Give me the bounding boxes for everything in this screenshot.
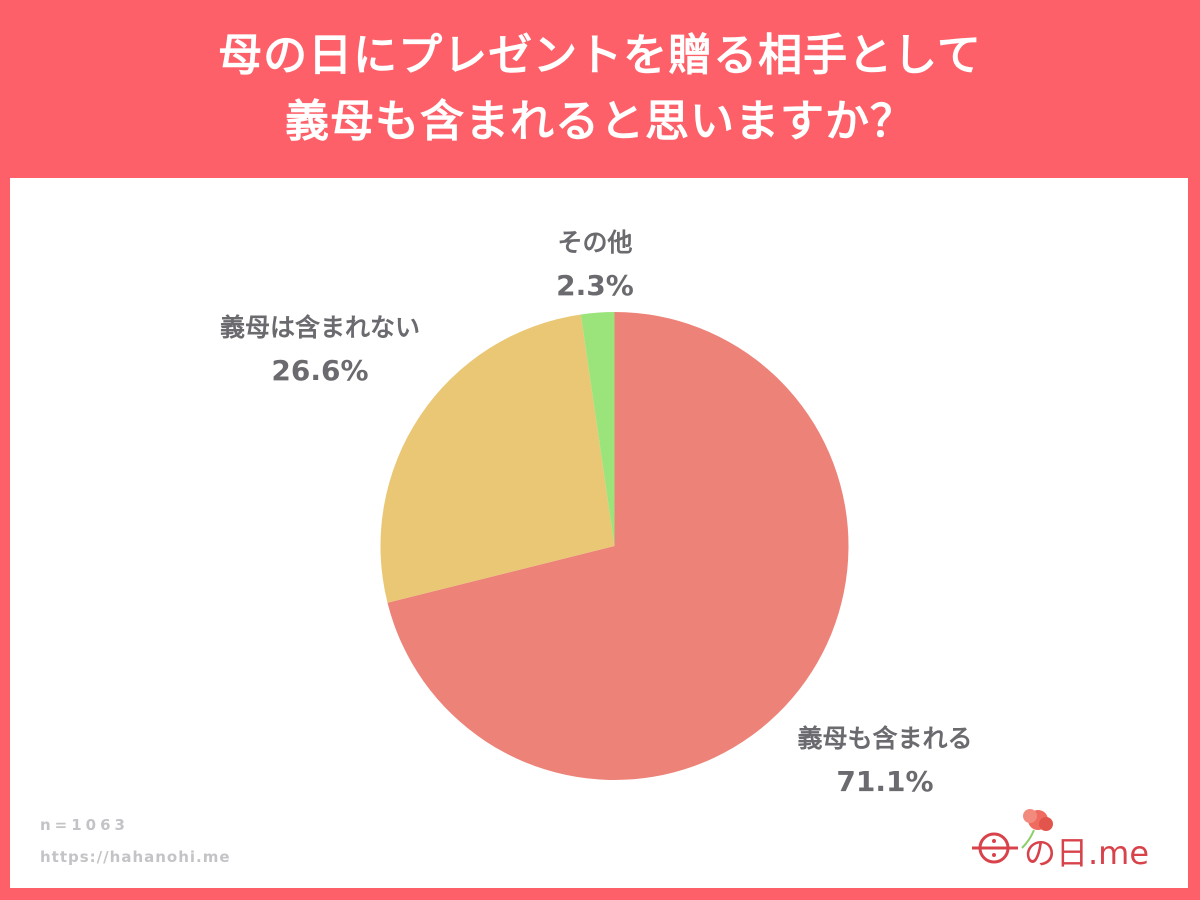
- label-included-pct: 71.1%: [836, 765, 934, 798]
- label-not-included: 義母は含まれない 26.6%: [195, 307, 445, 393]
- label-other-pct: 2.3%: [556, 269, 634, 302]
- title-line-1: 母の日にプレゼントを贈る相手として: [218, 30, 982, 81]
- chart-header: 母の日にプレゼントを贈る相手として 義母も含まれると思いますか？: [0, 0, 1200, 178]
- label-included: 義母も含まれる 71.1%: [780, 718, 990, 804]
- slice-other: [580, 312, 615, 546]
- carnation-icon: [972, 809, 1053, 864]
- source-url: https://hahanohi.me: [40, 848, 231, 866]
- label-included-name: 義母も含まれる: [797, 724, 973, 753]
- label-not-included-name: 義母は含まれない: [219, 313, 420, 342]
- slice-included: [387, 312, 849, 780]
- logo-text: の日.me: [1024, 834, 1150, 872]
- title-line-2: 義母も含まれると思いますか？: [285, 96, 915, 147]
- hahanohi-logo: の日.me: [960, 800, 1170, 872]
- sample-size-note: n=1063: [40, 816, 129, 834]
- label-other: その他 2.3%: [535, 222, 655, 308]
- slice-not-included: [380, 314, 615, 603]
- label-other-name: その他: [557, 228, 633, 257]
- label-not-included-pct: 26.6%: [271, 354, 369, 387]
